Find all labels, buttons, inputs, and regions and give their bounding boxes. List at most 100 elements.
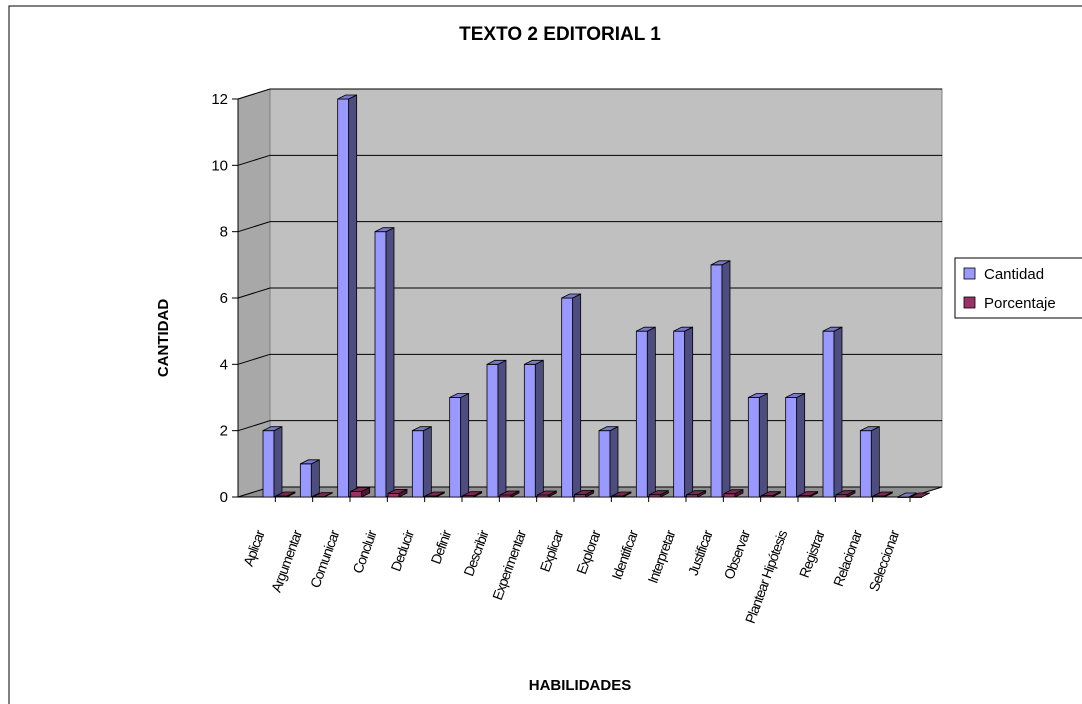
bar-top: [822, 326, 843, 332]
bar-top: [798, 491, 818, 497]
bar-top: [313, 492, 333, 498]
bar-porcentaje: [686, 490, 707, 498]
x-axis-title: HABILIDADES: [529, 677, 632, 694]
bar-top: [910, 492, 930, 498]
bar-top: [873, 491, 893, 497]
bar-top: [499, 490, 520, 496]
bar-porcentaje: [424, 491, 445, 498]
bar-cantidad: [673, 326, 694, 498]
bar-cantidad: [374, 227, 395, 498]
bar-side: [721, 260, 731, 498]
bar-top: [412, 426, 432, 432]
bar-front: [598, 430, 611, 498]
bar-side: [534, 359, 544, 498]
y-tick-label: 2: [220, 423, 228, 440]
y-axis-title: CANTIDAD: [155, 299, 172, 377]
bar-porcentaje: [611, 491, 632, 498]
bar-top: [860, 426, 880, 432]
y-tick-label: 10: [211, 157, 228, 174]
bar-porcentaje: [760, 491, 781, 498]
y-tick-label: 12: [211, 91, 228, 108]
bar-side: [310, 459, 320, 498]
bar-cantidad: [710, 260, 731, 498]
bar-top: [686, 490, 706, 496]
bar-porcentaje: [798, 491, 819, 498]
bar-cantidad: [523, 359, 544, 498]
bar-front: [747, 397, 760, 498]
bar-porcentaje: [275, 491, 296, 498]
bar-side: [684, 326, 694, 498]
gridline: [237, 88, 942, 100]
bar-side: [497, 359, 507, 498]
legend-swatch: [963, 296, 976, 309]
bar-top: [561, 293, 581, 299]
gridline: [237, 154, 942, 166]
bar-top: [374, 227, 395, 233]
y-tick-label: 0: [220, 489, 228, 506]
bar-side: [385, 227, 395, 498]
y-tick-label: 4: [220, 356, 228, 373]
bar-cantidad: [598, 426, 619, 498]
bar-front: [785, 397, 798, 498]
bar-top: [462, 491, 482, 497]
y-tick-label: 6: [220, 290, 228, 307]
bar-porcentaje: [872, 491, 893, 498]
bar-cantidad: [486, 359, 507, 498]
bar-cantidad: [561, 293, 582, 498]
bar-front: [449, 397, 462, 498]
bar-front: [486, 363, 499, 498]
bar-top: [275, 491, 296, 497]
gridline: [237, 221, 942, 233]
bar-front: [411, 430, 424, 498]
bar-porcentaje: [910, 492, 930, 498]
bar-front: [723, 493, 736, 498]
bar-porcentaje: [723, 489, 744, 498]
bar-top: [611, 491, 632, 497]
bar-top: [387, 488, 408, 494]
legend-label: Cantidad: [984, 266, 1044, 283]
bar-porcentaje: [835, 490, 856, 498]
bar-porcentaje: [462, 491, 483, 498]
bar-cantidad: [262, 426, 283, 498]
bar-cantidad: [449, 392, 470, 498]
bar-front: [561, 297, 574, 498]
bar-top: [897, 492, 917, 498]
bar-side: [870, 426, 880, 498]
bar-cantidad: [785, 392, 806, 498]
bar-front: [822, 330, 835, 498]
bar-top: [350, 486, 370, 492]
bar-side: [273, 426, 283, 498]
bar-porcentaje: [648, 490, 669, 498]
bar-top: [425, 491, 445, 497]
bar-front: [350, 490, 363, 498]
bar-porcentaje: [536, 490, 557, 498]
bar-front: [387, 492, 400, 498]
bar-porcentaje: [574, 489, 595, 498]
bar-cantidad: [822, 326, 843, 498]
legend-swatch: [963, 267, 976, 280]
bar-side: [646, 326, 656, 498]
bar-porcentaje: [350, 486, 371, 498]
bar-top: [785, 393, 805, 398]
bar-top: [300, 459, 320, 465]
bar-cantidad: [897, 492, 917, 498]
bar-cantidad: [411, 426, 432, 498]
bar-front: [710, 264, 723, 498]
legend-box: [954, 257, 1082, 319]
bar-top: [649, 490, 669, 496]
bar-side: [460, 392, 470, 498]
bar-porcentaje: [499, 490, 520, 498]
bar-top: [673, 326, 693, 332]
bar-top: [486, 359, 507, 365]
bar-top: [537, 490, 557, 496]
bar-top: [598, 426, 619, 432]
bar-side: [348, 94, 358, 498]
bar-top: [574, 489, 594, 495]
bar-side: [422, 426, 432, 498]
bar-top: [761, 491, 781, 497]
bar-cantidad: [859, 426, 880, 498]
bar-top: [524, 359, 544, 365]
bar-side: [796, 392, 806, 498]
